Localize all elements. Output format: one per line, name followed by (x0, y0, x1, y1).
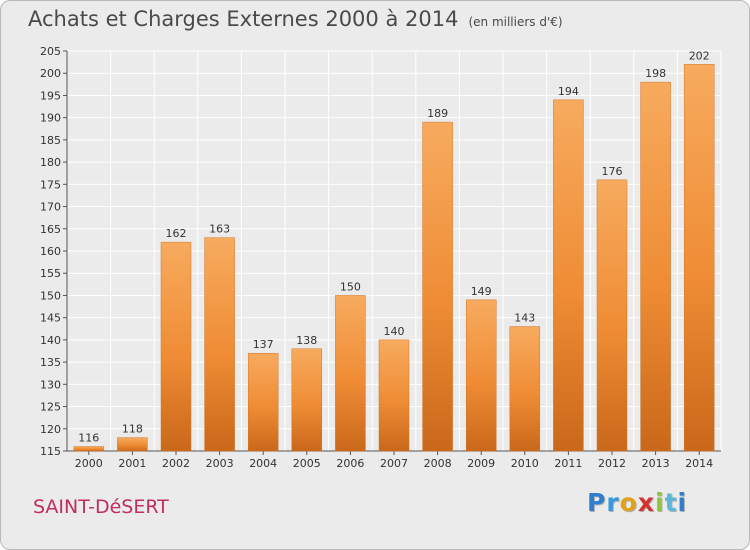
data-label-2004: 137 (253, 338, 274, 351)
chart-title: Achats et Charges Externes 2000 à 2014 (e… (28, 7, 563, 31)
x-tick-label-2004: 2004 (249, 457, 277, 470)
logo-letter: o (619, 488, 638, 517)
x-tick-label-2001: 2001 (118, 457, 146, 470)
logo-letter: i (677, 488, 688, 517)
logo-letter: r (606, 488, 620, 517)
logo-letter: i (655, 488, 665, 517)
x-tick-label-2002: 2002 (162, 457, 190, 470)
y-tick-label: 150 (40, 289, 61, 302)
y-tick-label: 195 (40, 89, 61, 102)
bar-2013 (640, 81, 671, 452)
data-label-2011: 194 (558, 85, 579, 98)
data-label-2001: 118 (122, 423, 143, 436)
y-tick-label: 175 (40, 178, 61, 191)
y-tick-label: 165 (40, 223, 61, 236)
y-tick-label: 120 (40, 423, 61, 436)
bar-2003 (204, 237, 235, 452)
data-label-2006: 150 (340, 280, 361, 293)
logo-letter: t (664, 488, 678, 517)
x-tick-label-2014: 2014 (685, 457, 713, 470)
data-label-2003: 163 (209, 223, 230, 236)
x-tick-label-2000: 2000 (75, 457, 103, 470)
data-label-2002: 162 (166, 227, 187, 240)
data-label-2014: 202 (689, 49, 710, 62)
x-tick-label-2006: 2006 (336, 457, 364, 470)
y-tick-label: 130 (40, 378, 61, 391)
x-tick-label-2005: 2005 (293, 457, 321, 470)
y-tick-label: 145 (40, 312, 61, 325)
y-tick-label: 160 (40, 245, 61, 258)
bar-2012 (596, 179, 628, 452)
y-tick-label: 200 (40, 67, 61, 80)
x-tick-label-2013: 2013 (642, 457, 670, 470)
bars (73, 64, 715, 452)
bar-2014 (683, 64, 715, 452)
y-tick-label: 205 (40, 45, 61, 58)
bar-2004 (247, 352, 279, 452)
x-tick-label-2010: 2010 (511, 457, 539, 470)
data-label-2012: 176 (602, 165, 623, 178)
y-tick-label: 125 (40, 401, 61, 414)
data-label-2013: 198 (645, 67, 666, 80)
chart-title-text: Achats et Charges Externes 2000 à 2014 (28, 7, 459, 31)
data-label-2008: 189 (427, 107, 448, 120)
commune-name: SAINT-DéSERT (33, 496, 169, 518)
y-tick-label: 140 (40, 334, 61, 347)
x-tick-label-2008: 2008 (424, 457, 452, 470)
y-tick-label: 185 (40, 134, 61, 147)
bar-2001 (117, 437, 148, 452)
bar-2005 (291, 348, 323, 452)
x-tick-label-2003: 2003 (206, 457, 234, 470)
y-tick-label: 180 (40, 156, 61, 169)
y-tick-label: 155 (40, 267, 61, 280)
bar-2008 (422, 121, 453, 452)
proxiti-logo[interactable]: Proxiti (587, 488, 687, 517)
y-tick-label: 115 (40, 445, 61, 458)
bar-2011 (553, 99, 584, 452)
bar-2010 (509, 326, 541, 452)
data-label-2009: 149 (471, 285, 492, 298)
x-tick-label-2012: 2012 (598, 457, 626, 470)
data-label-2005: 138 (296, 334, 317, 347)
bar-2002 (160, 241, 192, 452)
data-label-2007: 140 (384, 325, 405, 338)
bar-2009 (465, 299, 497, 452)
bar-2007 (378, 339, 410, 452)
y-tick-label: 190 (40, 112, 61, 125)
y-tick-label: 170 (40, 201, 61, 214)
logo-letter: P (587, 488, 607, 517)
x-tick-label-2009: 2009 (467, 457, 495, 470)
x-tick-label-2007: 2007 (380, 457, 408, 470)
bar-2000 (73, 446, 105, 452)
chart-subtitle: (en milliers d'€) (468, 15, 563, 29)
labels: 116 2000 118 2001 162 2002 163 2003 137 2004 138 20… (75, 49, 713, 470)
x-tick-label-2011: 2011 (554, 457, 582, 470)
data-label-2010: 143 (514, 312, 535, 325)
y-tick-label: 135 (40, 356, 61, 369)
logo-letter: x (637, 488, 655, 517)
data-label-2000: 116 (78, 432, 99, 445)
bar-2006 (335, 295, 366, 452)
